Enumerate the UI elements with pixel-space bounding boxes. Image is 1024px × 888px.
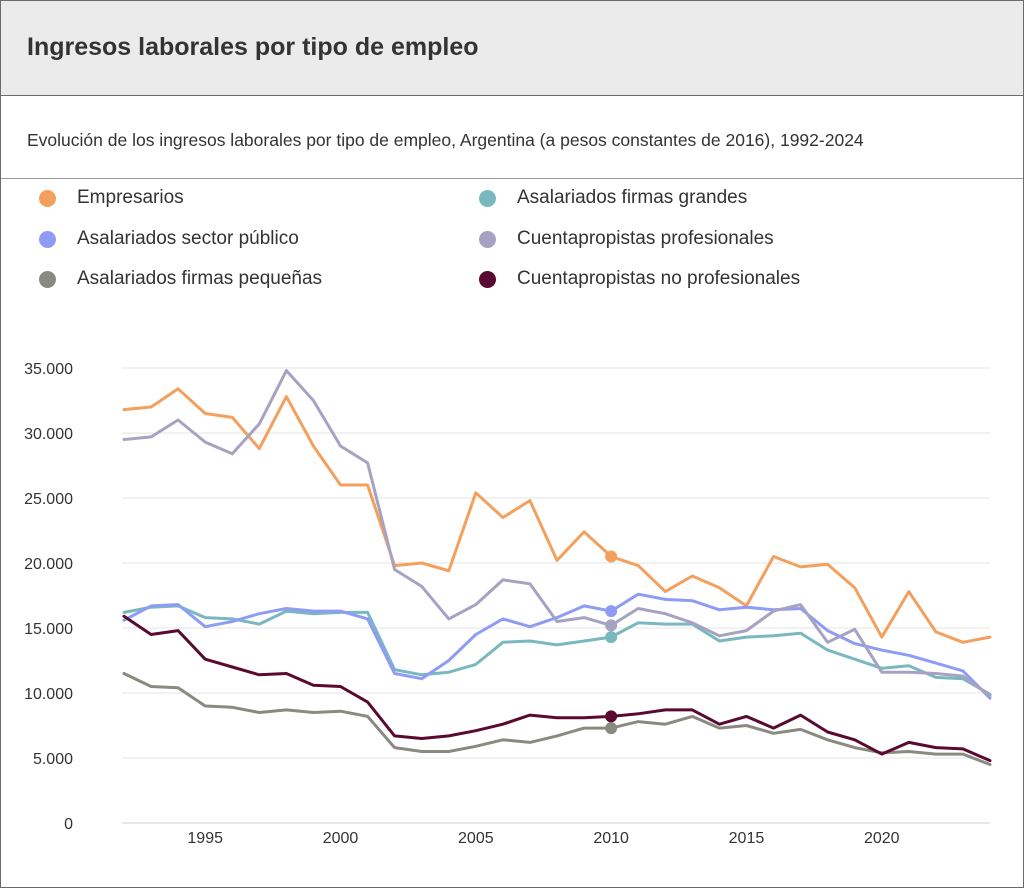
chart-highlight-markers xyxy=(605,550,618,735)
y-tick-label: 35.000 xyxy=(24,361,73,378)
series-line[interactable] xyxy=(122,387,992,644)
legend-label: Cuentapropistas profesionales xyxy=(517,228,774,249)
chart-header: Ingresos laborales por tipo de empleo xyxy=(1,1,1023,96)
legend-item-empresarios[interactable]: Empresarios xyxy=(39,186,184,210)
legend-dot-icon xyxy=(39,270,56,288)
legend-dot-icon xyxy=(39,230,56,248)
series-line[interactable] xyxy=(122,672,992,766)
data-point-marker[interactable] xyxy=(605,619,618,632)
x-tick-label: 1995 xyxy=(187,830,223,847)
x-tick-label: 2015 xyxy=(729,830,765,847)
legend-dot-icon xyxy=(479,270,496,288)
legend-item-asalariados-firmas-grandes[interactable]: Asalariados firmas grandes xyxy=(479,186,747,210)
y-tick-label: 0 xyxy=(64,816,73,833)
legend-label: Asalariados firmas grandes xyxy=(517,187,748,208)
line-chart: 0 5.000 10.000 15.000 20.000 25.000 30.000 35.0… xyxy=(24,361,992,847)
series-line[interactable] xyxy=(122,592,992,700)
y-tick-label: 25.000 xyxy=(24,491,73,508)
series-line[interactable] xyxy=(122,369,992,698)
chart-title: Ingresos laborales por tipo de empleo xyxy=(27,33,479,61)
y-tick-label: 10.000 xyxy=(24,686,73,703)
legend-label: Asalariados sector público xyxy=(77,228,299,249)
series-line[interactable] xyxy=(122,604,992,696)
legend-item-asalariados-firmas-pequenas[interactable]: Asalariados firmas pequeñas xyxy=(39,267,322,291)
legend-dot-icon xyxy=(479,230,496,248)
series-line[interactable] xyxy=(122,614,992,763)
x-tick-label: 2005 xyxy=(458,830,494,847)
chart-series xyxy=(122,369,992,766)
data-point-marker[interactable] xyxy=(605,550,618,563)
x-tick-label: 2020 xyxy=(864,830,900,847)
y-tick-label: 15.000 xyxy=(24,621,73,638)
legend-label: Empresarios xyxy=(77,187,184,208)
chart-subtitle: Evolución de los ingresos laborales por … xyxy=(27,130,864,150)
legend-item-cuentapropistas-no-profesionales[interactable]: Cuentapropistas no profesionales xyxy=(479,267,800,291)
y-tick-label: 30.000 xyxy=(24,426,73,443)
header-divider xyxy=(1,178,1023,179)
y-axis: 0 5.000 10.000 15.000 20.000 25.000 30.000 35.0… xyxy=(24,361,73,833)
x-tick-label: 2010 xyxy=(593,830,629,847)
legend-dot-icon xyxy=(479,189,496,207)
legend-label: Asalariados firmas pequeñas xyxy=(77,268,323,289)
data-point-marker[interactable] xyxy=(605,631,618,644)
legend-dot-icon xyxy=(39,189,56,207)
legend-label: Cuentapropistas no profesionales xyxy=(517,268,801,289)
y-tick-label: 20.000 xyxy=(24,556,73,573)
data-point-marker[interactable] xyxy=(605,722,618,735)
x-axis: 1995 2000 2005 2010 2015 2020 xyxy=(187,830,899,847)
legend-item-cuentapropistas-profesionales[interactable]: Cuentapropistas profesionales xyxy=(479,227,774,251)
y-tick-label: 5.000 xyxy=(33,751,73,768)
data-point-marker[interactable] xyxy=(605,710,618,723)
legend-item-asalariados-sector-publico[interactable]: Asalariados sector público xyxy=(39,227,299,251)
data-point-marker[interactable] xyxy=(605,605,618,618)
x-tick-label: 2000 xyxy=(323,830,359,847)
